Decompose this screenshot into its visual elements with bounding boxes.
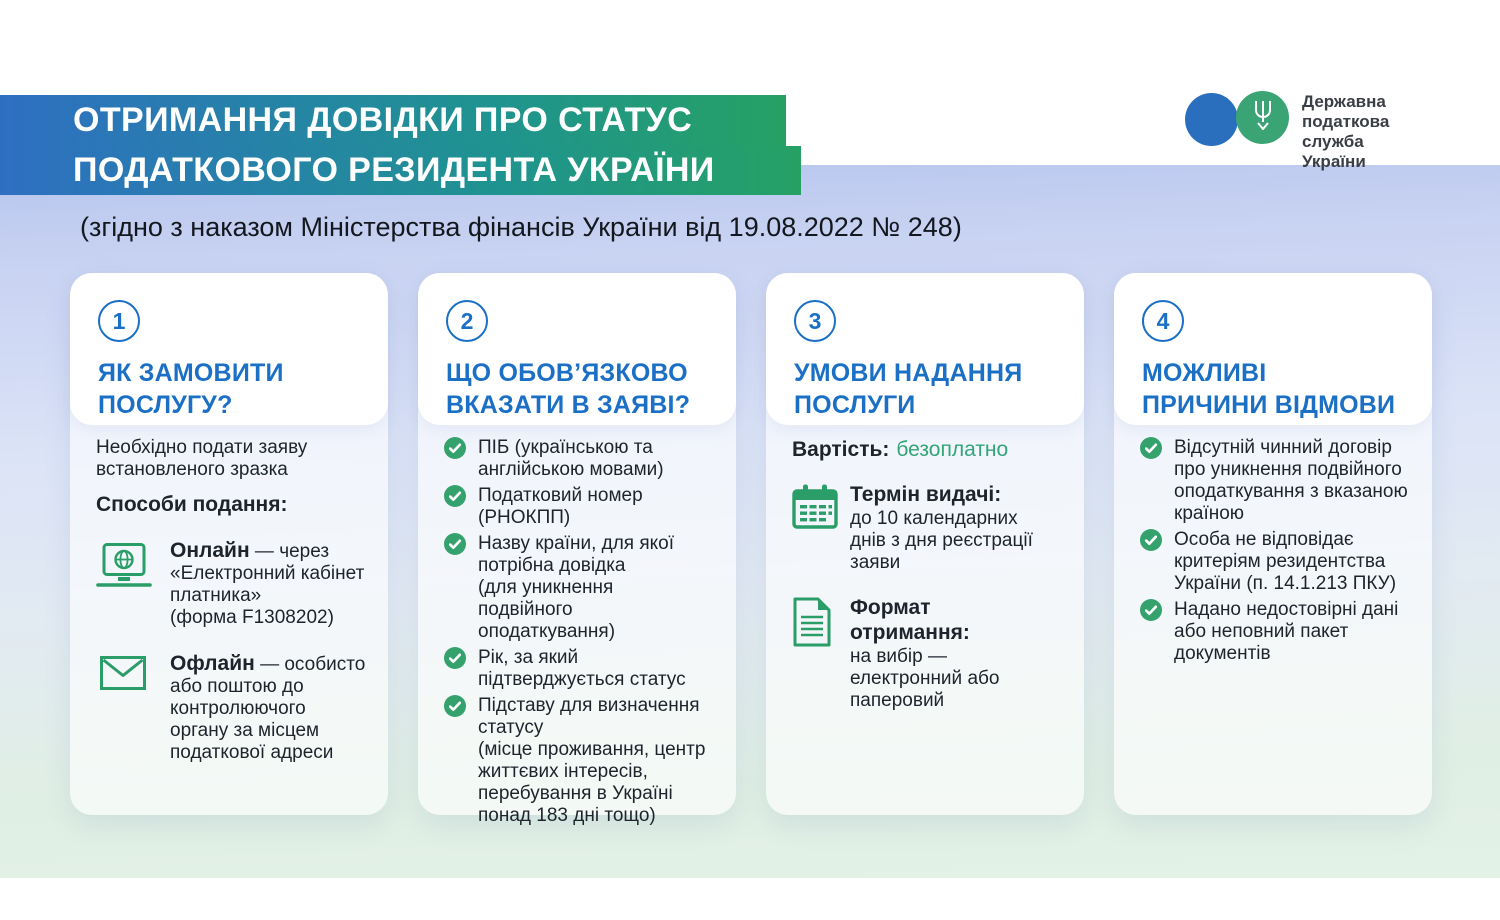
trident-icon <box>1250 98 1276 137</box>
card-body: Відсутній чинний договір про уникнення п… <box>1114 425 1432 665</box>
list-item-text: Особа не відповідає критеріям резидентст… <box>1174 529 1397 594</box>
check-icon <box>1140 599 1174 665</box>
card-how-to-order: 1 ЯК ЗАМОВИТИ ПОСЛУГУ? Необхідно подати … <box>70 273 388 815</box>
method-offline-label: Офлайн <box>170 652 255 675</box>
card-body: Вартість: безоплатно <box>766 425 1084 712</box>
step-number-badge: 3 <box>794 300 836 342</box>
intro-text: Необхідно подати заяву встановленого зра… <box>96 437 308 480</box>
cost-value: безоплатно <box>896 438 1009 461</box>
cost-line: Вартість: безоплатно <box>792 439 1076 461</box>
steps-cards-row: 1 ЯК ЗАМОВИТИ ПОСЛУГУ? Необхідно подати … <box>70 273 1432 826</box>
list-item-text: Рік, за який підтверджується статус <box>478 647 686 690</box>
list-item-text: Відсутній чинний договір про уникнення п… <box>1174 437 1408 524</box>
calendar-icon <box>792 482 850 574</box>
term-issuance: Термін видачі: до 10 календарних днів з … <box>792 482 1076 574</box>
subtitle-order-reference: (згідно з наказом Міністерства фінансів … <box>80 212 962 242</box>
list-item-text: Назву країни, для якої потрібна довідка … <box>478 533 675 642</box>
laptop-globe-icon <box>96 540 170 629</box>
list-item: Відсутній чинний договір про уникнення п… <box>1140 437 1424 525</box>
page-title: ОТРИМАННЯ ДОВІДКИ ПРО СТАТУС ПОДАТКОВОГО… <box>0 95 801 195</box>
method-offline-text: Офлайн — особисто або поштою до контролю… <box>170 652 366 764</box>
list-item-text: Податковий номер (РНОКПП) <box>478 485 643 528</box>
list-item: Особа не відповідає критеріям резидентст… <box>1140 529 1424 595</box>
card-header: 2 ЩО ОБОВ’ЯЗКОВО ВКАЗАТИ В ЗАЯВІ? <box>418 273 736 425</box>
card-body: Необхідно подати заяву встановленого зра… <box>70 425 388 764</box>
logo-green-circle <box>1236 91 1289 144</box>
page-title-line-2: ПОДАТКОВОГО РЕЗИДЕНТА УКРАЇНИ <box>0 146 801 195</box>
term-format-label: Формат отримання: <box>850 596 970 644</box>
card-header: 1 ЯК ЗАМОВИТИ ПОСЛУГУ? <box>70 273 388 425</box>
logo-blue-circle <box>1185 93 1238 146</box>
term-format: Формат отримання: на вибір — електронний… <box>792 595 1076 712</box>
check-icon <box>1140 529 1174 595</box>
check-icon <box>1140 437 1174 525</box>
step-number-badge: 4 <box>1142 300 1184 342</box>
term-issuance-label: Термін видачі: <box>850 483 1002 506</box>
logo-org-name: Державна податкова служба України <box>1302 92 1390 171</box>
card-what-to-specify: 2 ЩО ОБОВ’ЯЗКОВО ВКАЗАТИ В ЗАЯВІ? ПІБ (у… <box>418 273 736 826</box>
term-format-text: на вибір — електронний або паперовий <box>850 646 1000 711</box>
list-item: Рік, за який підтверджується статус <box>444 647 728 691</box>
check-icon <box>444 533 478 643</box>
card-body: ПІБ (українською та англійською мовами) … <box>418 425 736 827</box>
list-item-text: Підставу для визначення статусу (місце п… <box>478 695 706 826</box>
page-title-line-1: ОТРИМАННЯ ДОВІДКИ ПРО СТАТУС <box>0 95 786 146</box>
term-format-text-block: Формат отримання: на вибір — електронний… <box>850 595 999 712</box>
card-service-conditions: 3 УМОВИ НАДАННЯ ПОСЛУГИ Вартість: безопла… <box>766 273 1084 815</box>
document-icon <box>792 595 850 712</box>
list-item: Назву країни, для якої потрібна довідка … <box>444 533 728 643</box>
check-icon <box>444 647 478 691</box>
card-refusal-reasons: 4 МОЖЛИВІ ПРИЧИНИ ВІДМОВИ Відсутній чинн… <box>1114 273 1432 815</box>
card-header: 4 МОЖЛИВІ ПРИЧИНИ ВІДМОВИ <box>1114 273 1432 425</box>
card-header: 3 УМОВИ НАДАННЯ ПОСЛУГИ <box>766 273 1084 425</box>
list-item-text: ПІБ (українською та англійською мовами) <box>478 437 664 480</box>
term-issuance-text-block: Термін видачі: до 10 календарних днів з … <box>850 482 1033 574</box>
method-online-text: Онлайн — через «Електронний кабінет плат… <box>170 539 365 629</box>
list-item: Податковий номер (РНОКПП) <box>444 485 728 529</box>
submission-ways-subheading: Способи подання: <box>96 493 288 516</box>
list-item: ПІБ (українською та англійською мовами) <box>444 437 728 481</box>
check-icon <box>444 485 478 529</box>
method-online-label: Онлайн <box>170 539 250 562</box>
method-offline: Офлайн — особисто або поштою до контролю… <box>96 653 380 764</box>
list-item-text: Надано недостовірні дані або неповний па… <box>1174 599 1399 664</box>
list-item: Підставу для визначення статусу (місце п… <box>444 695 728 827</box>
step-number-badge: 1 <box>98 300 140 342</box>
method-online: Онлайн — через «Електронний кабінет плат… <box>96 540 380 629</box>
card-title: УМОВИ НАДАННЯ ПОСЛУГИ <box>794 359 1023 419</box>
check-icon <box>444 695 478 827</box>
card-title: МОЖЛИВІ ПРИЧИНИ ВІДМОВИ <box>1142 359 1396 419</box>
envelope-icon <box>96 653 170 764</box>
card-title: ЯК ЗАМОВИТИ ПОСЛУГУ? <box>98 359 284 419</box>
list-item: Надано недостовірні дані або неповний па… <box>1140 599 1424 665</box>
step-number-badge: 2 <box>446 300 488 342</box>
check-icon <box>444 437 478 481</box>
term-issuance-text: до 10 календарних днів з дня реєстрації … <box>850 508 1033 573</box>
cost-label: Вартість: <box>792 438 890 461</box>
card-title: ЩО ОБОВ’ЯЗКОВО ВКАЗАТИ В ЗАЯВІ? <box>446 359 691 419</box>
